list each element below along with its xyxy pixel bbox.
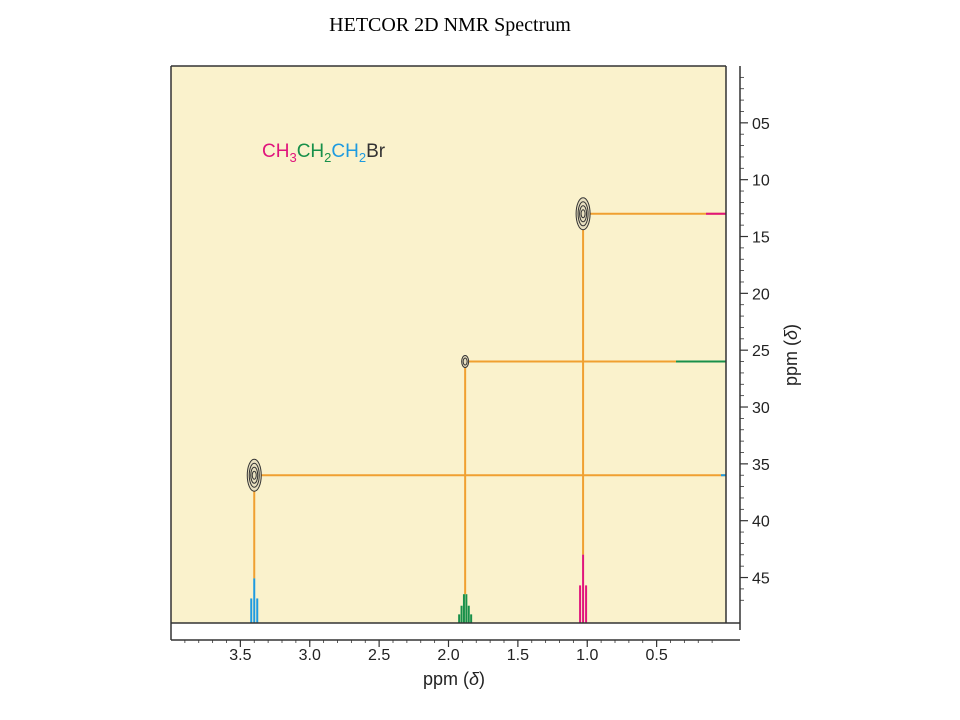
x-tick-label: 3.5 <box>229 647 251 664</box>
y-tick-label: 30 <box>752 400 770 417</box>
x-tick-label: 0.5 <box>646 647 668 664</box>
y-axis-label: ppm (δ) <box>781 324 801 386</box>
page-title: HETCOR 2D NMR Spectrum <box>329 14 571 36</box>
contour-ch2br <box>250 466 259 484</box>
contour-ch2br <box>251 470 257 480</box>
contour-ch2 <box>462 357 468 366</box>
contour-layer <box>246 197 591 492</box>
carbon-spectrum <box>676 212 726 477</box>
y-tick-label: 15 <box>752 230 770 247</box>
y-tick-label: 40 <box>752 514 770 531</box>
proton-spectrum <box>250 554 588 623</box>
axis-layer: 3.5 3.0 2.5 2.0 1.5 1.0 0.5 05 10 15 20 25 30 35 40 45 <box>170 65 770 664</box>
x-tick-label: 1.0 <box>576 647 598 664</box>
contour-ch3 <box>579 205 588 223</box>
x-axis-label: ppm (δ) <box>423 669 485 689</box>
y-tick-label: 05 <box>752 116 770 133</box>
y-tick-label: 35 <box>752 457 770 474</box>
compound-formula: CH3CH2CH2Br <box>262 141 386 165</box>
x-tick-label: 2.5 <box>368 647 390 664</box>
x-tick-label: 3.0 <box>299 647 321 664</box>
y-tick-label: 10 <box>752 173 770 190</box>
plot-background <box>171 66 726 623</box>
y-tick-label: 25 <box>752 343 770 360</box>
contour-ch2br <box>248 462 260 488</box>
contour-ch3 <box>577 201 589 227</box>
x-tick-label: 2.0 <box>437 647 459 664</box>
contour-ch3 <box>580 209 586 219</box>
y-tick-label: 45 <box>752 571 770 588</box>
x-tick-label: 1.5 <box>507 647 529 664</box>
y-tick-label: 20 <box>752 286 770 303</box>
